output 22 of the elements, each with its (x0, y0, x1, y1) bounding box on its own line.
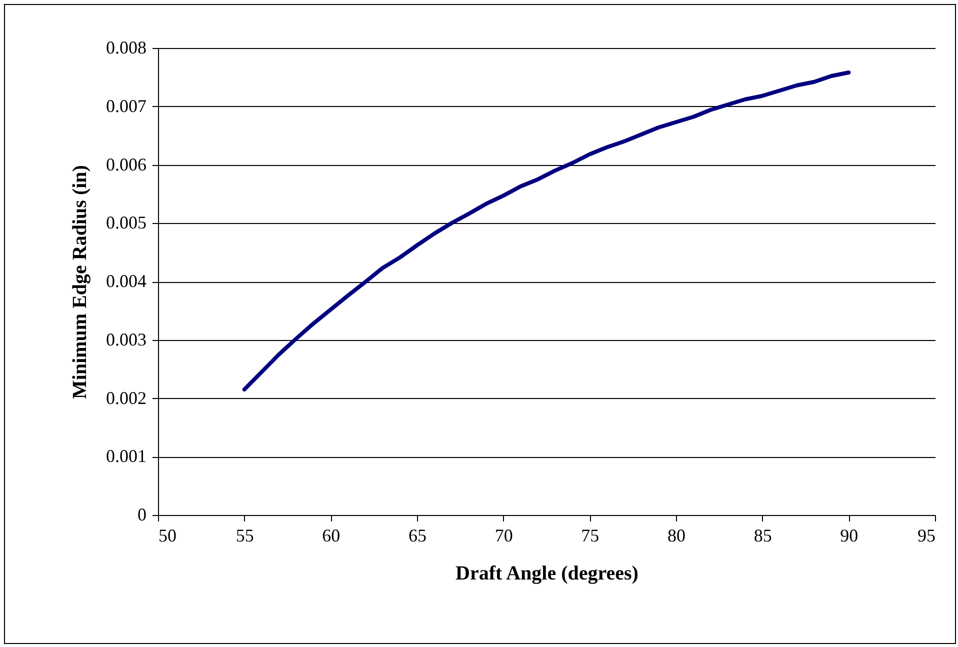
x-tick-label: 80 (668, 526, 686, 546)
x-tick-label: 65 (408, 526, 426, 546)
x-tick-label: 90 (840, 526, 858, 546)
y-tick-label: 0.008 (106, 38, 146, 58)
y-tick-label: 0 (138, 504, 146, 524)
x-tick-label: 60 (322, 526, 340, 546)
x-tick-label: 50 (158, 526, 176, 546)
x-tick-label: 75 (581, 526, 600, 546)
x-axis-title: Draft Angle (degrees) (456, 562, 638, 584)
y-tick-label: 0.007 (106, 96, 146, 116)
y-tick-label: 0.001 (106, 446, 146, 466)
y-tick-label: 0.004 (106, 271, 146, 291)
y-tick-label: 0.005 (106, 212, 146, 233)
y-tick-label: 0.006 (106, 154, 146, 174)
x-tick-label: 95 (918, 526, 936, 546)
line-series (242, 70, 851, 392)
x-tick-label: 55 (236, 526, 254, 546)
y-tick-label: 0.003 (106, 329, 146, 350)
x-tick-label: 85 (754, 526, 772, 546)
y-axis-title: Minimum Edge Radius (in) (69, 165, 91, 399)
y-tick-label: 0.002 (106, 388, 146, 408)
x-tick-label: 70 (494, 526, 513, 546)
